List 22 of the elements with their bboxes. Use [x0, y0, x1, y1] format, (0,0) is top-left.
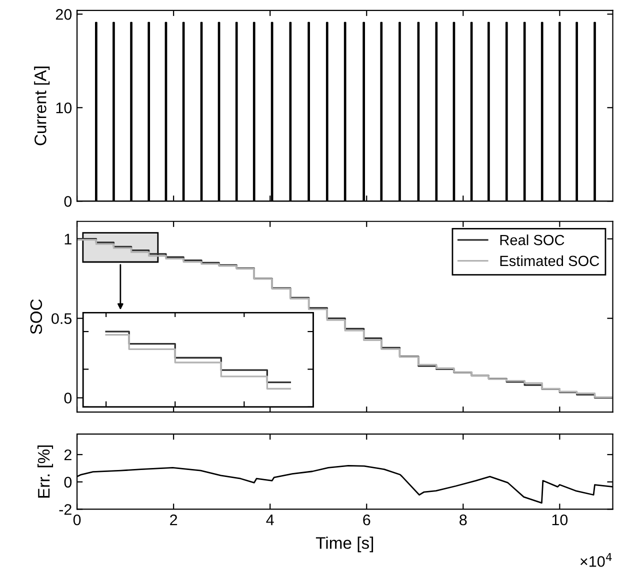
y-tick-label: 20	[56, 9, 72, 20]
x-tick-label: 0	[73, 514, 81, 526]
x-tick-label: 2	[170, 514, 178, 526]
y-axis-title: Current [A]	[34, 66, 50, 146]
y-tick-label: 0	[64, 392, 72, 404]
y-axis-title: SOC	[30, 299, 42, 334]
y-tick-label: 2	[64, 449, 72, 460]
y-tick-label: 1	[64, 234, 72, 244]
y-tick-label: 0.5	[52, 313, 72, 324]
x-tick-label: 6	[363, 514, 370, 526]
legend-label: Real SOC	[500, 234, 564, 246]
y-tick-label: 0	[64, 196, 72, 207]
x-tick-label: 4	[266, 514, 274, 526]
x-tick-label: 8	[460, 514, 467, 526]
x-tick-label: 10	[552, 514, 568, 526]
y-tick-label: -2	[59, 504, 72, 515]
y-tick-label: 0	[64, 476, 72, 488]
y-tick-label: 10	[56, 102, 72, 114]
legend-label: Estimated SOC	[500, 255, 600, 266]
text: ×10$^{4}$	[580, 553, 612, 567]
y-axis-title: Err. [%]	[37, 446, 54, 498]
x-axis-title: Time [s]	[316, 536, 374, 552]
